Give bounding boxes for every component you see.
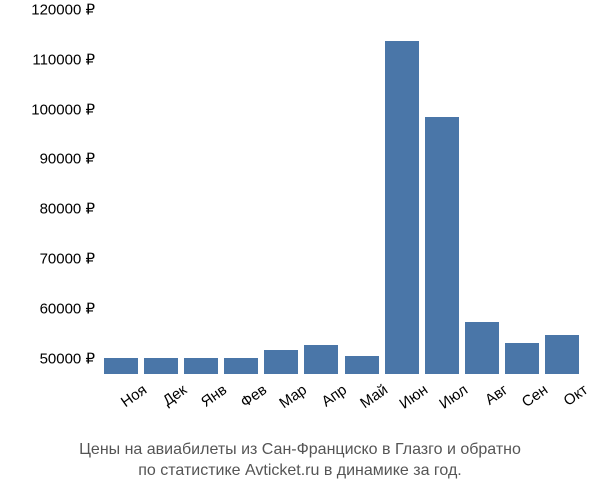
chart-area: 120000 ₽ 110000 ₽ 100000 ₽ 90000 ₽ 80000 ₽ 70… (0, 0, 600, 374)
bar (264, 350, 298, 373)
chart-caption: Цены на авиабилеты из Сан-Франциско в Гл… (0, 433, 600, 500)
caption-line-2: по статистике Avticket.ru в динамике за … (138, 462, 462, 479)
y-tick: 100000 ₽ (31, 102, 95, 117)
bar (184, 358, 218, 374)
y-axis: 120000 ₽110000 ₽100000 ₽90000 ₽80000 ₽70… (10, 10, 103, 374)
x-axis-labels: НояДекЯнвФевМарАпрМайИюнИюлАвгСенОкт (103, 378, 580, 433)
y-tick: 110000 ₽ (32, 52, 95, 67)
y-tick: 50000 ₽ (40, 351, 95, 366)
y-tick: 60000 ₽ (40, 301, 95, 316)
bar (304, 345, 338, 374)
bar (385, 41, 419, 374)
bar (465, 322, 499, 374)
bar (425, 117, 459, 374)
bar (345, 356, 379, 374)
bar (144, 358, 178, 374)
bar (104, 358, 138, 374)
y-tick: 80000 ₽ (40, 202, 95, 217)
x-axis-spacer (10, 378, 103, 433)
y-tick: 120000 ₽ (31, 3, 95, 18)
y-tick: 70000 ₽ (40, 252, 95, 267)
y-tick: 90000 ₽ (40, 152, 95, 167)
x-axis-row: НояДекЯнвФевМарАпрМайИюнИюлАвгСенОкт (0, 374, 600, 433)
bar (545, 335, 579, 374)
bar (505, 343, 539, 374)
bar (224, 358, 258, 374)
caption-line-1: Цены на авиабилеты из Сан-Франциско в Гл… (79, 441, 521, 458)
plot-area (103, 10, 580, 374)
